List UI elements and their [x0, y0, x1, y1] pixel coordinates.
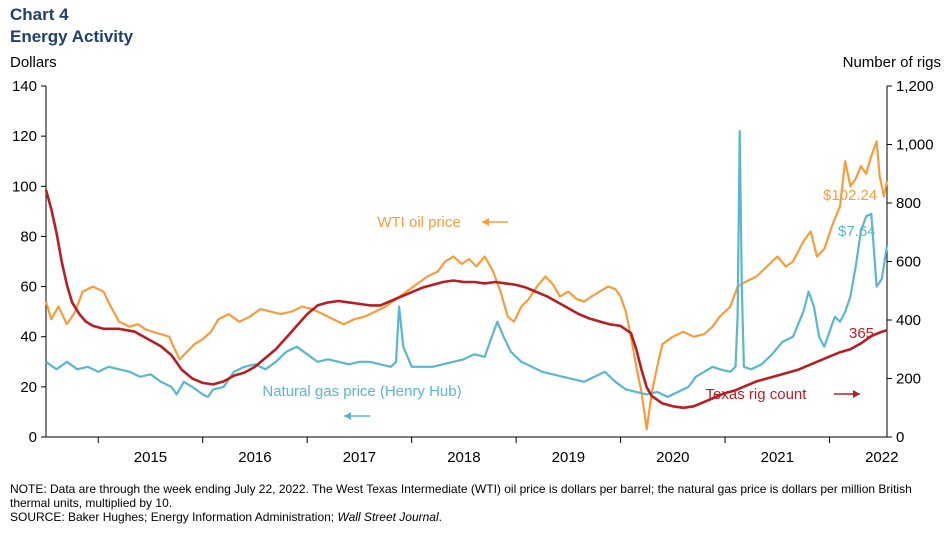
left-tick-label: 40 — [20, 329, 37, 346]
wti-end-label: $102.24 — [823, 187, 877, 204]
series-line-wti-oil-price — [44, 140, 889, 431]
left-tick-label: 20 — [20, 379, 37, 396]
wti-arrow-head — [482, 218, 489, 226]
left-axis-unit: Dollars — [10, 54, 57, 71]
left-tick-label: 0 — [29, 429, 37, 446]
x-tick-label: 2020 — [656, 449, 689, 466]
right-tick-label: 800 — [896, 195, 921, 212]
gas-arrow-head — [344, 412, 351, 420]
x-tick-label: 2015 — [134, 449, 167, 466]
right-tick-label: 0 — [896, 429, 904, 446]
chart-source: SOURCE: Baker Hughes; Energy Information… — [10, 510, 940, 524]
source-italic: Wall Street Journal — [337, 510, 439, 524]
right-tick-label: 1,200 — [896, 78, 934, 95]
chart-number: Chart 4 — [10, 5, 69, 24]
right-axis-unit: Number of rigs — [842, 54, 941, 71]
left-tick-label: 60 — [20, 279, 37, 296]
rig-arrow-head — [853, 390, 860, 398]
right-tick-label: 400 — [896, 312, 921, 329]
right-tick-label: 1,000 — [896, 137, 934, 154]
left-tick-label: 140 — [12, 78, 37, 95]
gas-series-label: Natural gas price (Henry Hub) — [262, 383, 461, 400]
source-suffix: . — [438, 510, 442, 524]
energy-chart: 0 20 40 60 80 100 120 140 0 200 400 600 800 1,000 1,20… — [12, 78, 934, 466]
wti-series-label: WTI oil price — [377, 214, 460, 231]
x-tick-label: 2016 — [238, 449, 271, 466]
rig-end-label: 365 — [849, 325, 874, 342]
source-prefix: SOURCE: Baker Hughes; Energy Information… — [10, 510, 338, 524]
left-tick-label: 100 — [12, 178, 37, 195]
left-tick-label: 120 — [12, 128, 37, 145]
right-tick-label: 600 — [896, 254, 921, 271]
left-tick-label: 80 — [20, 228, 37, 245]
x-tick-label: 2019 — [552, 449, 585, 466]
x-tick-label: 2018 — [447, 449, 480, 466]
right-tick-label: 200 — [896, 371, 921, 388]
series-line-texas-rig-count — [44, 189, 888, 410]
chart-title: Energy Activity — [10, 27, 134, 46]
x-tick-label: 2017 — [343, 449, 376, 466]
x-tick-label: 2022 — [865, 449, 898, 466]
series-line-natural-gas-price-henry-hub- — [45, 130, 889, 398]
chart-note: NOTE: Data are through the week ending J… — [10, 482, 912, 510]
gas-end-label: $7.64 — [838, 223, 876, 240]
x-tick-label: 2021 — [761, 449, 794, 466]
rig-series-label: Texas rig count — [706, 386, 808, 403]
